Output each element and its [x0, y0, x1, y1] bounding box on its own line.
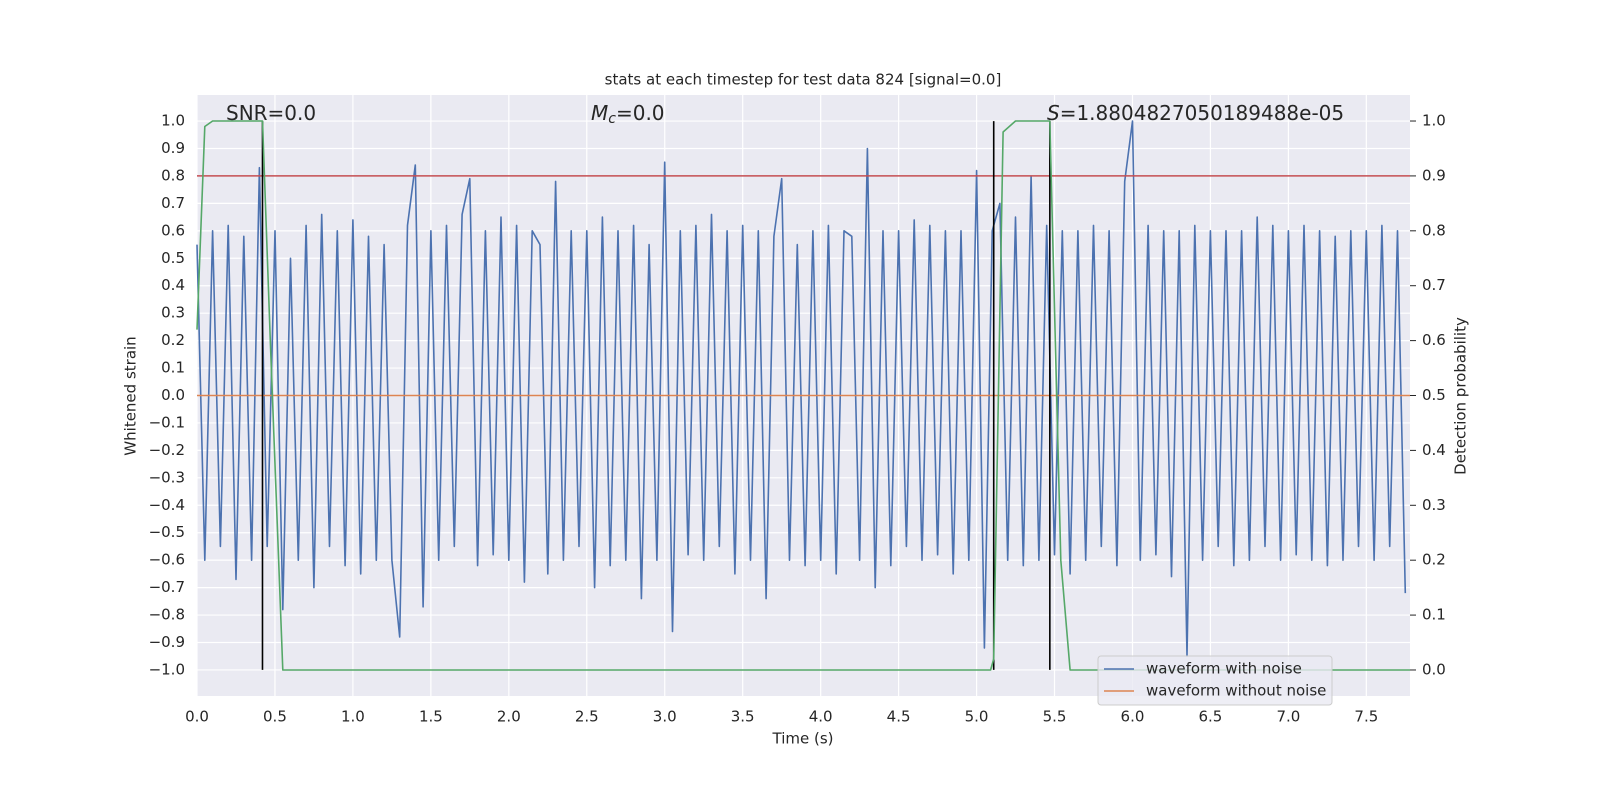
y-axis-label: Whitened strain	[122, 336, 140, 455]
chart-title: stats at each timestep for test data 824…	[605, 71, 1002, 89]
y-tick-label: 0.5	[161, 249, 185, 267]
x-axis-label: Time (s)	[772, 730, 834, 748]
legend-label: waveform without noise	[1146, 682, 1326, 700]
y-tick-label: 1.0	[161, 112, 185, 130]
y2-tick-label: 0.7	[1422, 276, 1446, 294]
y2-tick-label: 0.3	[1422, 496, 1446, 514]
y-tick-label: 0.0	[161, 386, 185, 404]
y2-axis-label: Detection probability	[1452, 317, 1470, 475]
y2-tick-label: 0.0	[1422, 660, 1446, 678]
x-tick-label: 6.0	[1121, 708, 1145, 726]
y2-tick-label: 0.6	[1422, 331, 1446, 349]
legend-box	[1097, 655, 1333, 706]
annotation: Mc=0.0	[591, 101, 665, 128]
y-tick-label: 0.7	[161, 194, 185, 212]
x-tick-label: 5.5	[1043, 708, 1067, 726]
x-tick-label: 3.5	[731, 708, 755, 726]
y-tick-label: −0.5	[149, 523, 185, 541]
y-tick-label: −0.6	[149, 551, 185, 569]
x-tick-label: 2.0	[497, 708, 521, 726]
x-tick-label: 6.5	[1199, 708, 1223, 726]
y-tick-label: 0.4	[161, 276, 185, 294]
annotation-part: =1.8804827050189488e-05	[1060, 101, 1344, 125]
x-tick-label: 2.5	[575, 708, 599, 726]
y2-tick-label: 0.5	[1422, 386, 1446, 404]
y-tick-label: 0.9	[161, 139, 185, 157]
annotation-part: M	[591, 101, 608, 125]
x-tick-label: 5.0	[965, 708, 989, 726]
x-tick-label: 4.0	[809, 708, 833, 726]
x-tick-label: 1.0	[341, 708, 365, 726]
y-tick-label: 0.1	[161, 359, 185, 377]
x-tick-label: 7.0	[1276, 708, 1300, 726]
x-tick-label: 7.5	[1354, 708, 1378, 726]
y-tick-label: −1.0	[149, 660, 185, 678]
y2-tick-label: 0.4	[1422, 441, 1446, 459]
annotation: S=1.8804827050189488e-05	[1047, 101, 1344, 125]
y2-tick-label: 0.1	[1422, 606, 1446, 624]
annotation: SNR=0.0	[226, 101, 316, 125]
y-tick-label: −0.2	[149, 441, 185, 459]
x-tick-label: 4.5	[887, 708, 911, 726]
legend-label: waveform with noise	[1146, 660, 1302, 678]
y2-tick-label: 0.8	[1422, 221, 1446, 239]
y-tick-label: −0.8	[149, 606, 185, 624]
x-tick-label: 3.0	[653, 708, 677, 726]
y-tick-label: 0.6	[161, 221, 185, 239]
x-tick-label: 0.5	[263, 708, 287, 726]
y-tick-label: −0.1	[149, 413, 185, 431]
annotation-part: S	[1047, 101, 1060, 125]
y-tick-label: −0.3	[149, 468, 185, 486]
y-tick-label: 0.8	[161, 166, 185, 184]
series-line	[196, 120, 1407, 657]
y-tick-label: 0.2	[161, 331, 185, 349]
y-tick-label: −0.7	[149, 578, 185, 596]
x-tick-label: 0.0	[185, 708, 209, 726]
annotation-part: SNR=0.0	[226, 101, 316, 125]
y2-tick-label: 0.2	[1422, 551, 1446, 569]
y-tick-label: −0.4	[149, 496, 185, 514]
annotation-part: c	[608, 111, 616, 127]
y2-tick-label: 0.9	[1422, 166, 1446, 184]
x-tick-label: 1.5	[419, 708, 443, 726]
y2-tick-label: 1.0	[1422, 112, 1446, 130]
annotation-part: =0.0	[616, 101, 665, 125]
y-tick-label: 0.3	[161, 304, 185, 322]
y-tick-label: −0.9	[149, 633, 185, 651]
probability-line	[196, 120, 1410, 671]
